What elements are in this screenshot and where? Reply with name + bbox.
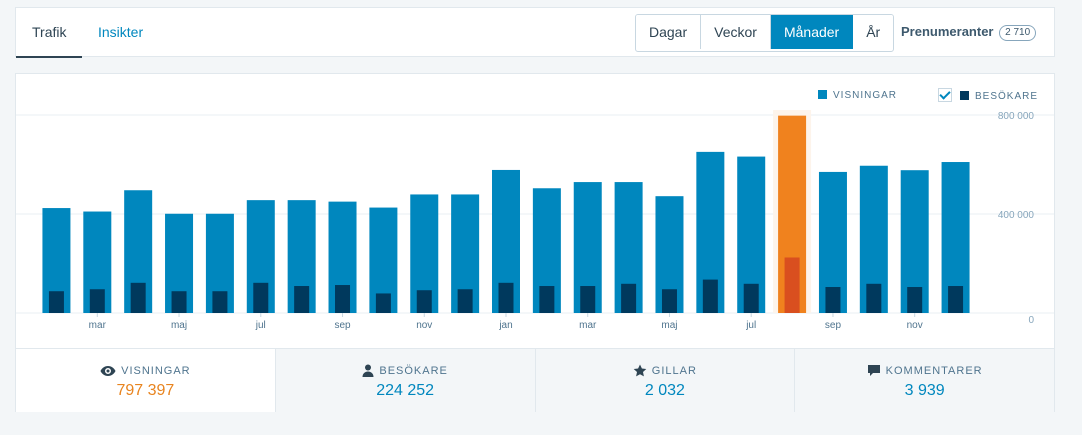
tab-insights[interactable]: Insikter xyxy=(98,24,144,40)
visitors-bar xyxy=(416,290,432,313)
x-tick-label: mar xyxy=(89,320,107,331)
star-icon xyxy=(633,364,647,377)
legend-views-label: VISNINGAR xyxy=(833,90,898,101)
period-days-button[interactable]: Dagar xyxy=(636,15,702,49)
visitors-bar xyxy=(948,286,964,313)
views-bar-chart: 800 000 400 000 0 mar maj jul sep nov jan mar maj j… xyxy=(16,110,1054,331)
summary-comments-label: KOMMENTARER xyxy=(885,365,983,377)
stats-chart-card: VISNINGAR BESÖKARE 800 000 400 000 0 mar maj… xyxy=(15,73,1055,412)
eye-icon xyxy=(100,366,116,376)
legend-views-swatch xyxy=(818,90,827,99)
summary-tab-views[interactable]: VISNINGAR 797 397 xyxy=(16,349,275,412)
legend-visitors: BESÖKARE xyxy=(938,88,1038,104)
subscribers-link[interactable]: Prenumeranter 2 710 xyxy=(901,22,1037,42)
visitors-bar xyxy=(825,287,841,313)
y-tick-label: 0 xyxy=(1028,315,1034,326)
x-tick-label: maj xyxy=(171,320,187,331)
visitors-bar xyxy=(253,282,269,313)
visitors-toggle-checkbox[interactable] xyxy=(938,88,952,102)
visitors-bar xyxy=(661,289,677,313)
x-tick-label: jul xyxy=(255,320,266,331)
visitors-bar xyxy=(866,283,882,313)
x-tick-label: nov xyxy=(907,320,923,331)
visitors-bar xyxy=(130,282,146,313)
legend-visitors-swatch xyxy=(960,91,969,100)
period-years-button[interactable]: År xyxy=(853,15,894,49)
x-tick-label: jul xyxy=(745,320,756,331)
visitors-bar xyxy=(457,289,473,313)
summary-views-label: VISNINGAR xyxy=(121,365,191,377)
subscribers-label: Prenumeranter xyxy=(901,24,994,39)
summary-views-value: 797 397 xyxy=(116,382,175,399)
x-tick-label: sep xyxy=(334,320,351,331)
summary-likes-label: GILLAR xyxy=(651,365,697,377)
visitors-bar xyxy=(335,285,351,313)
x-tick-label: nov xyxy=(416,320,432,331)
x-tick-label: sep xyxy=(825,320,842,331)
summary-tab-visitors[interactable]: BESÖKARE 224 252 xyxy=(274,349,535,412)
x-tick-label: jan xyxy=(498,320,512,331)
summary-comments-value: 3 939 xyxy=(904,382,945,399)
summary-tab-comments[interactable]: KOMMENTARER 3 939 xyxy=(794,349,1054,412)
visitors-bar xyxy=(580,286,596,313)
period-months-button[interactable]: Månader xyxy=(770,15,854,49)
summary-likes-value: 2 032 xyxy=(644,382,685,399)
legend-visitors-label: BESÖKARE xyxy=(975,91,1039,102)
legend-views: VISNINGAR xyxy=(818,88,897,104)
summary-visitors-label: BESÖKARE xyxy=(379,365,448,377)
visitors-bar xyxy=(48,291,64,313)
visitors-bar xyxy=(784,257,800,313)
period-weeks-button[interactable]: Veckor xyxy=(701,15,771,49)
period-selector: Dagar Veckor Månader År xyxy=(635,14,895,52)
visitors-bar xyxy=(212,291,228,313)
stats-navigation: Trafik Insikter Dagar Veckor Månader År … xyxy=(15,7,1055,58)
tab-traffic[interactable]: Trafik xyxy=(16,8,83,58)
visitors-bar xyxy=(171,291,187,313)
visitors-bar xyxy=(743,283,759,313)
summary-visitors-value: 224 252 xyxy=(376,382,435,399)
visitors-bar xyxy=(294,286,310,313)
visitors-bar xyxy=(907,287,923,313)
comment-icon xyxy=(867,365,880,376)
summary-tabs: VISNINGAR 797 397 BESÖKARE 224 252 GILLA… xyxy=(16,348,1054,412)
x-tick-label: mar xyxy=(579,320,597,331)
y-tick-label: 400 000 xyxy=(998,210,1035,221)
person-icon xyxy=(362,364,374,377)
visitors-bar xyxy=(498,282,514,313)
x-tick-label: maj xyxy=(661,320,677,331)
visitors-bar xyxy=(702,279,718,313)
subscribers-count-badge: 2 710 xyxy=(999,25,1037,41)
visitors-bar xyxy=(375,293,391,313)
y-tick-label: 800 000 xyxy=(998,111,1035,122)
visitors-bar xyxy=(621,283,637,313)
summary-tab-likes[interactable]: GILLAR 2 032 xyxy=(534,349,795,412)
visitors-bar xyxy=(539,286,555,313)
visitors-bar xyxy=(89,289,105,313)
